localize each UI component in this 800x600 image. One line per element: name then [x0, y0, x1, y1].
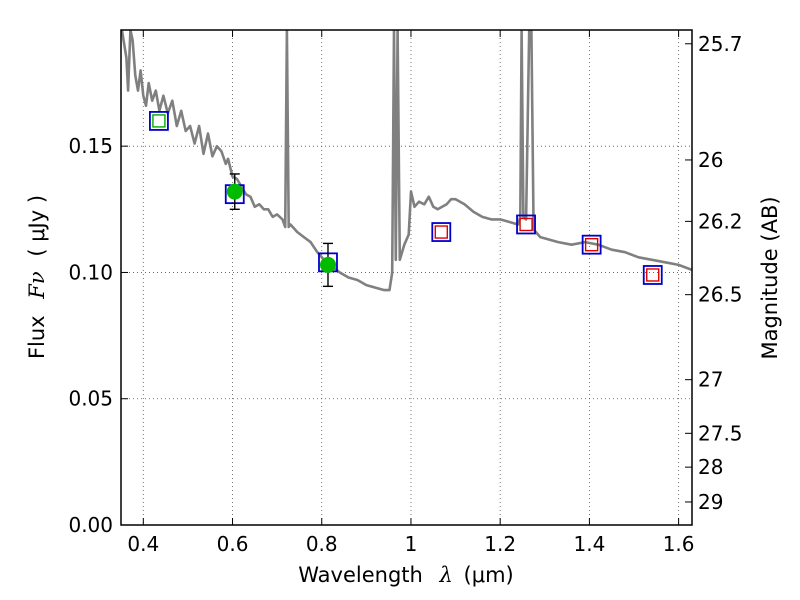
mag-tick-label: 26 — [698, 148, 723, 172]
plot-frame — [120, 29, 693, 526]
x-axis-label-symbol: λ — [439, 563, 453, 587]
mag-tick-label: 28 — [698, 455, 723, 479]
mag-tick-label: 27 — [698, 368, 723, 392]
x-axis-label-unit: (μm) — [464, 563, 514, 587]
y-axis-label-symbol: Fν — [25, 271, 49, 300]
observed-detections-marker — [319, 256, 336, 273]
model-photometry-marker — [431, 222, 452, 242]
y-axis-label-unit: ( μJy ) — [25, 195, 49, 257]
model-photometry-marker — [149, 111, 169, 131]
mag-tick-label: 26.5 — [698, 283, 743, 307]
mag-tick-label: 27.5 — [698, 421, 743, 445]
model-photometry-marker — [581, 234, 602, 255]
mag-tick-label: 26.2 — [698, 209, 743, 233]
x-tick-label: 1.4 — [573, 532, 605, 556]
observed-photometry-marker — [152, 114, 166, 128]
right-axis-label: Magnitude (AB) — [758, 196, 782, 359]
y-tick-label: 0.15 — [68, 134, 113, 158]
upper-limits-marker — [584, 237, 599, 252]
x-axis-label-text: Wavelength — [298, 563, 423, 587]
mag-tick-label: 29 — [698, 490, 723, 514]
y-axis-label: Flux Fν ( μJy ) — [25, 195, 49, 359]
x-tick-label: 0.8 — [306, 532, 338, 556]
observed-detections-marker — [226, 183, 243, 200]
x-tick-label: 0.4 — [127, 532, 159, 556]
upper-limits-marker — [434, 225, 448, 239]
y-tick-label: 0.05 — [68, 387, 113, 411]
y-tick-label: 0.10 — [68, 260, 113, 284]
grid-lines — [121, 30, 692, 525]
x-axis-label: Wavelength λ (μm) — [298, 563, 513, 587]
upper-limits-marker — [519, 217, 533, 232]
x-tick-label: 1.2 — [484, 532, 516, 556]
model-spectrum-line — [121, 30, 692, 292]
upper-limits-marker — [646, 268, 660, 282]
x-tick-label: 1 — [405, 532, 418, 556]
x-tick-label: 0.6 — [217, 532, 249, 556]
model-photometry-marker — [516, 214, 536, 235]
y-axis-label-text: Flux — [25, 315, 49, 359]
plot-area — [121, 30, 692, 292]
axis-ticks: 0.4 0.6 0.8 1 1.2 1.4 1.6 0.00 0.05 0.10 0.15 25.7 2… — [68, 30, 743, 556]
mag-tick-label: 25.7 — [698, 32, 743, 56]
y-tick-label: 0.00 — [68, 513, 113, 537]
model-photometry-marker — [642, 265, 663, 285]
x-tick-label: 1.6 — [663, 532, 695, 556]
